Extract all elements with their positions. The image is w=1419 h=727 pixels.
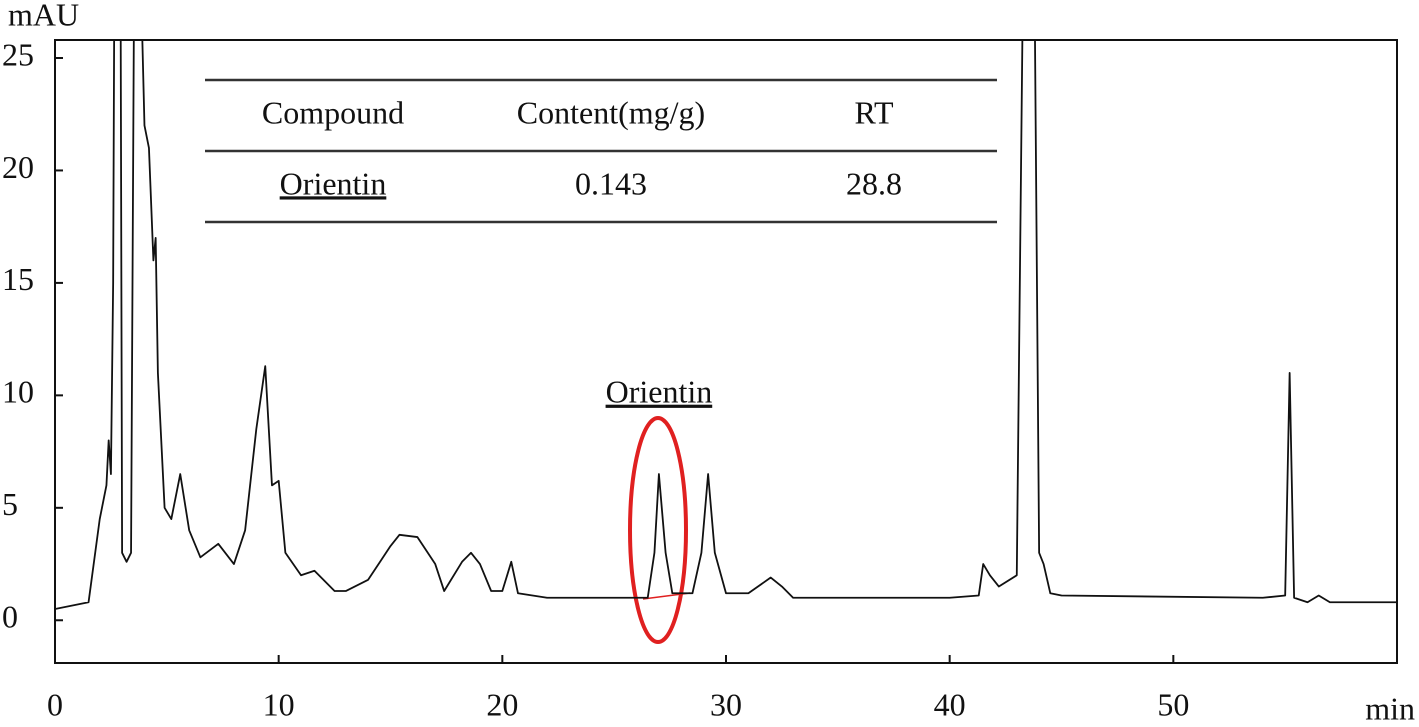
table-header: RT [855,94,894,130]
table-header: Content(mg/g) [517,94,705,130]
y-axis-label: mAU [8,0,79,32]
x-tick-label: 40 [934,686,966,722]
table-cell: Orientin [280,165,387,201]
table-cell: 28.8 [846,165,902,201]
y-tick-label: 0 [2,599,18,635]
y-tick-label: 10 [2,374,34,410]
x-tick-label: 20 [486,686,518,722]
annotation: Orientin [606,374,713,410]
x-tick-label: 0 [47,686,63,722]
y-tick-label: 20 [2,149,34,185]
table: Compound Content(mg/g) RT Orientin 0.143… [205,78,997,224]
table-header: Compound [262,94,404,130]
x-axis-label: min [1365,690,1415,726]
plot-frame [54,39,1398,664]
y-tick-label: 5 [2,486,18,522]
x-tick-label: 10 [263,686,295,722]
x-tick-label: 30 [710,686,742,722]
table-cell: 0.143 [575,165,647,201]
y-tick-label: 15 [2,261,34,297]
y-tick-label: 25 [2,36,34,72]
highlight-ellipse [628,416,688,644]
x-tick-label: 50 [1157,686,1189,722]
trace-line [55,40,1397,610]
